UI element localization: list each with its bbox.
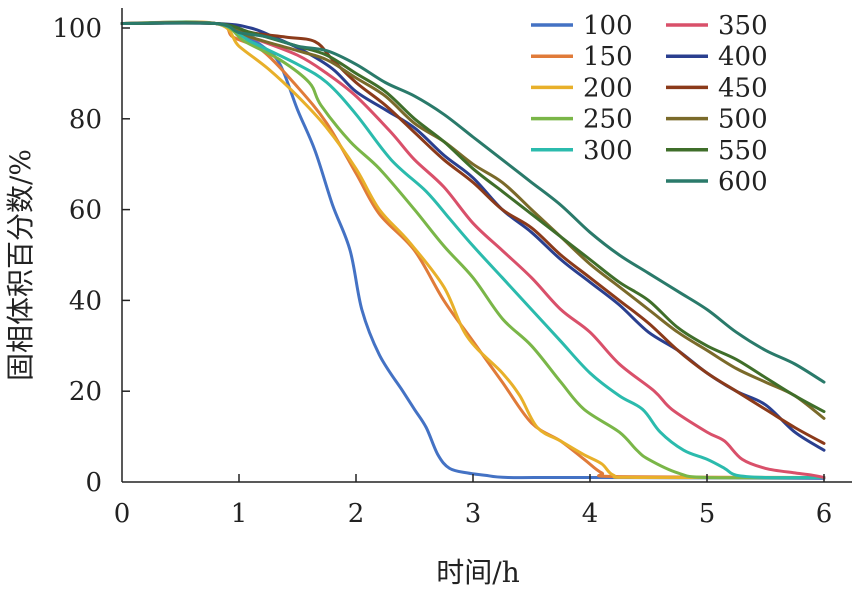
y-tick-label: 0 — [85, 468, 102, 498]
legend-label-100: 100 — [583, 11, 633, 41]
y-tick-label: 40 — [69, 286, 102, 316]
x-tick-label: 1 — [231, 499, 248, 529]
x-tick-label: 3 — [465, 499, 482, 529]
legend-label-150: 150 — [583, 42, 633, 72]
legend-label-400: 400 — [718, 42, 768, 72]
legend-label-300: 300 — [583, 136, 633, 166]
x-tick-label: 6 — [816, 499, 833, 529]
y-tick-label: 20 — [69, 377, 102, 407]
y-tick-label: 80 — [69, 105, 102, 135]
x-tick-label: 2 — [348, 499, 365, 529]
series-line-300 — [120, 20, 826, 480]
legend-label-500: 500 — [718, 105, 768, 135]
legend-label-200: 200 — [583, 73, 633, 103]
y-ticks: 0 20 40 60 80 100 — [52, 14, 130, 498]
legend-label-600: 600 — [718, 167, 768, 197]
series-line-250 — [120, 20, 826, 480]
x-ticks: 0 1 2 3 4 5 6 — [114, 474, 833, 529]
series-line-450 — [120, 21, 826, 445]
x-tick-label: 0 — [114, 499, 131, 529]
y-tick-label: 100 — [52, 14, 102, 44]
legend-label-550: 550 — [718, 136, 768, 166]
series-line-600 — [120, 21, 826, 384]
legend-label-350: 350 — [718, 11, 768, 41]
series-line-500 — [120, 20, 826, 420]
y-axis-title: 固相体积百分数/% — [4, 149, 37, 381]
x-tick-label: 4 — [582, 499, 599, 529]
plot-series-group — [120, 20, 826, 480]
y-tick-label: 60 — [69, 196, 102, 226]
series-line-350 — [120, 20, 826, 479]
legend-label-450: 450 — [718, 73, 768, 103]
legend-label-250: 250 — [583, 105, 633, 135]
axes: 0 1 2 3 4 5 6 0 20 40 60 80 100 — [52, 8, 852, 529]
x-tick-label: 5 — [699, 499, 716, 529]
series-line-200 — [120, 20, 826, 480]
x-axis-title: 时间/h — [436, 556, 519, 589]
